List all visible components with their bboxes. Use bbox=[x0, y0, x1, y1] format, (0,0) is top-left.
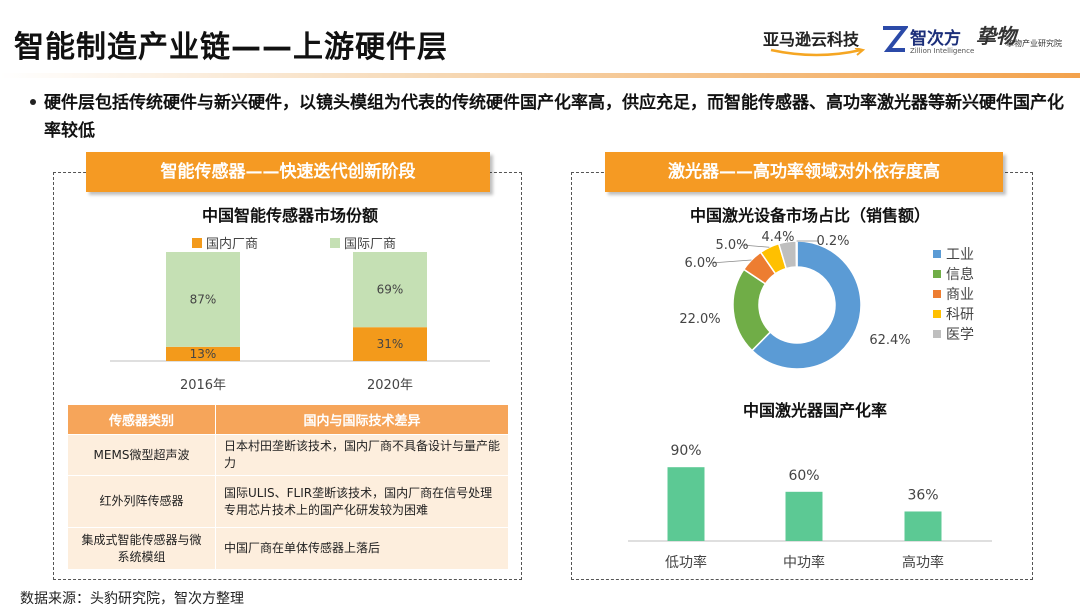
zhicifang-en-text: Zillion Intelligence bbox=[910, 47, 975, 55]
bar-domestic-0 bbox=[166, 346, 240, 361]
wulian-logo-glyph: 挚物 bbox=[976, 24, 1016, 48]
leader-line-2 bbox=[710, 259, 752, 264]
amazon-smile-icon bbox=[770, 48, 866, 57]
table-header-category: 传感器类别 bbox=[67, 404, 216, 435]
donut-slice-5 bbox=[795, 240, 798, 268]
leader-line-3 bbox=[741, 244, 770, 248]
legend-swatch-2 bbox=[933, 290, 941, 298]
localization-bar-label-0: 90% bbox=[670, 443, 701, 459]
slice-label-0: 62.4% bbox=[869, 333, 910, 348]
header-divider bbox=[0, 73, 1080, 78]
localization-bar-label-2: 36% bbox=[907, 487, 938, 503]
legend-swatch-1 bbox=[933, 270, 941, 278]
page-title: 智能制造产业链——上游硬件层 bbox=[14, 30, 448, 65]
left-banner: 智能传感器——快速迭代创新阶段 bbox=[86, 152, 490, 192]
table-row: 集成式智能传感器与微系统模组 中国厂商在单体传感器上落后 bbox=[67, 527, 509, 570]
sensor-chart-title: 中国智能传感器市场份额 bbox=[201, 206, 378, 225]
bar-label-international-1: 69% bbox=[377, 283, 404, 297]
legend-label-domestic: 国内厂商 bbox=[206, 237, 259, 252]
table-cell-category: 集成式智能传感器与微系统模组 bbox=[67, 527, 216, 570]
slice-label-1: 22.0% bbox=[679, 312, 720, 327]
legend-swatch-3 bbox=[933, 310, 941, 318]
legend-label-1: 信息 bbox=[946, 266, 974, 283]
table-cell-diff: 国际ULIS、FLIR垄断该技术，国内厂商在信号处理专用芯片技术上的国产化研发较… bbox=[215, 475, 509, 528]
legend-label-2: 商业 bbox=[946, 287, 974, 303]
legend-label-0: 工业 bbox=[946, 247, 974, 263]
bar-label-domestic-0: 13% bbox=[190, 347, 217, 361]
bullet-text: 硬件层包括传统硬件与新兴硬件，以镜头模组为代表的传统硬件国产化率高，供应充足，而… bbox=[44, 93, 1064, 141]
localization-bar-2 bbox=[904, 511, 942, 541]
leader-line-4 bbox=[786, 236, 789, 242]
table-cell-diff: 中国厂商在单体传感器上落后 bbox=[215, 527, 509, 570]
amazon-logo: 亚马逊云科技 bbox=[763, 26, 871, 66]
bar-domestic-1 bbox=[353, 327, 427, 361]
x-tick-label-1: 2020年 bbox=[367, 378, 413, 393]
amazon-logo-text: 亚马逊云科技 bbox=[763, 30, 860, 49]
sensor-legend-domestic: 国内厂商 bbox=[192, 233, 258, 252]
localization-bar-0 bbox=[667, 467, 705, 541]
bar-international-1 bbox=[353, 252, 427, 328]
right-banner: 激光器——高功率领域对外依存度高 bbox=[605, 152, 1003, 192]
bar-label-international-0: 87% bbox=[190, 292, 217, 306]
legend-label-international: 国际厂商 bbox=[344, 237, 397, 252]
donut-slice-0 bbox=[750, 240, 862, 370]
sensor-stacked-bar-chart: 13% 87% 2016年 31% 69% 2020年 bbox=[110, 252, 490, 393]
wulian-logo: 挚物 挚物产业研究院 bbox=[976, 20, 1076, 64]
bar-label-domestic-1: 31% bbox=[377, 337, 404, 351]
slice-label-4: 4.4% bbox=[761, 230, 794, 245]
legend-label-3: 科研 bbox=[946, 307, 974, 323]
bullet-dot bbox=[30, 99, 36, 105]
zhicifang-logo: 智次方 Zillion Intelligence bbox=[880, 22, 975, 62]
legend-swatch-0 bbox=[933, 250, 941, 258]
sensor-diff-table: 传感器类别 国内与国际技术差异 MEMS微型超声波 日本村田垄断该技术，国内厂商… bbox=[67, 404, 509, 570]
x-tick-label-0: 2016年 bbox=[180, 378, 226, 393]
legend-label-4: 医学 bbox=[946, 327, 974, 343]
legend-swatch-domestic bbox=[192, 237, 202, 248]
table-cell-category: 红外列阵传感器 bbox=[67, 475, 216, 528]
zhicifang-cn-text: 智次方 bbox=[910, 29, 961, 49]
wulian-sub-text: 挚物产业研究院 bbox=[1006, 39, 1062, 48]
table-header-row: 传感器类别 国内与国际技术差异 bbox=[67, 404, 509, 435]
table-cell-diff: 日本村田垄断该技术，国内厂商不具备设计与量产能力 bbox=[215, 434, 509, 476]
localization-x-label-2: 高功率 bbox=[902, 554, 944, 571]
data-source: 数据来源：头豹研究院，智次方整理 bbox=[20, 591, 244, 607]
table-header-diff: 国内与国际技术差异 bbox=[215, 404, 509, 435]
localization-bar-label-1: 60% bbox=[788, 468, 819, 484]
table-row: 红外列阵传感器 国际ULIS、FLIR垄断该技术，国内厂商在信号处理专用芯片技术… bbox=[67, 475, 509, 528]
legend-swatch-international bbox=[330, 237, 340, 248]
slice-label-2: 6.0% bbox=[684, 256, 717, 271]
laser-localization-bar-chart: 90% 低功率 60% 中功率 36% 高功率 bbox=[628, 443, 992, 571]
slice-label-3: 5.0% bbox=[715, 238, 748, 253]
laser-market-chart-title: 中国激光设备市场占比（销售额） bbox=[689, 206, 930, 225]
zhicifang-z-icon bbox=[883, 26, 908, 52]
slice-label-5: 0.2% bbox=[816, 234, 849, 249]
legend-swatch-4 bbox=[933, 330, 941, 338]
bar-international-0 bbox=[166, 252, 240, 347]
localization-bar-1 bbox=[785, 491, 823, 541]
laser-localization-chart-title: 中国激光器国产化率 bbox=[742, 401, 887, 420]
localization-x-label-1: 中功率 bbox=[783, 554, 825, 571]
table-row: MEMS微型超声波 日本村田垄断该技术，国内厂商不具备设计与量产能力 bbox=[67, 434, 509, 476]
localization-x-label-0: 低功率 bbox=[665, 554, 707, 571]
sensor-legend-international: 国际厂商 bbox=[330, 233, 396, 252]
table-cell-category: MEMS微型超声波 bbox=[67, 434, 216, 476]
